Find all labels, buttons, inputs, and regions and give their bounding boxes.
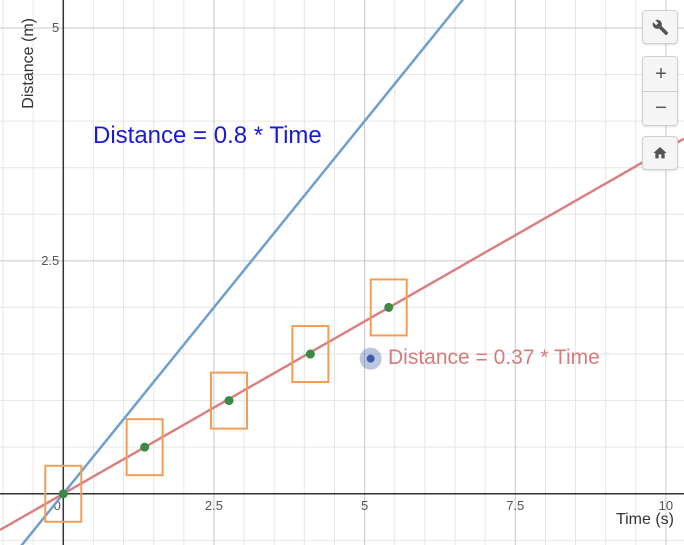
data-point bbox=[140, 442, 150, 452]
y-axis-label: Distance (m) bbox=[20, 18, 37, 109]
x-axis-label: Time (s) bbox=[616, 511, 674, 528]
settings-button[interactable] bbox=[642, 10, 678, 44]
movable-point bbox=[366, 354, 375, 363]
error-box bbox=[44, 464, 83, 523]
tick-labels: 0 2.5 5 7.5 10 2.5 5 bbox=[41, 20, 673, 513]
zoom-out-button[interactable]: − bbox=[643, 91, 677, 125]
series-label-2: Distance = 0.37 * Time bbox=[388, 346, 600, 369]
x-tick-label: 7.5 bbox=[506, 498, 524, 513]
x-tick-label: 5 bbox=[361, 498, 368, 513]
error-box bbox=[369, 278, 408, 337]
home-button[interactable] bbox=[642, 136, 678, 170]
data-points bbox=[58, 302, 394, 499]
line-labels: Distance = 0.8 * Time Distance = 0.37 * T… bbox=[93, 122, 600, 369]
data-point bbox=[384, 302, 394, 312]
error-boxes bbox=[44, 278, 408, 523]
data-point bbox=[224, 396, 234, 406]
y-tick-label: 5 bbox=[52, 20, 59, 35]
x-tick-label: 2.5 bbox=[205, 498, 223, 513]
x-tick-label: 0 bbox=[54, 498, 61, 513]
data-point bbox=[305, 349, 315, 359]
error-box bbox=[291, 325, 330, 384]
y-tick-label: 2.5 bbox=[41, 253, 59, 268]
home-icon bbox=[653, 147, 667, 159]
series-label-1: Distance = 0.8 * Time bbox=[93, 122, 322, 149]
zoom-in-button[interactable]: + bbox=[643, 57, 677, 91]
data-point bbox=[58, 489, 68, 499]
error-box bbox=[210, 371, 249, 430]
error-box bbox=[125, 418, 164, 477]
wrench-icon bbox=[652, 19, 669, 36]
series-line-2 bbox=[0, 137, 684, 532]
graph-controls: + − bbox=[642, 10, 678, 170]
x-tick-label: 10 bbox=[659, 498, 673, 513]
